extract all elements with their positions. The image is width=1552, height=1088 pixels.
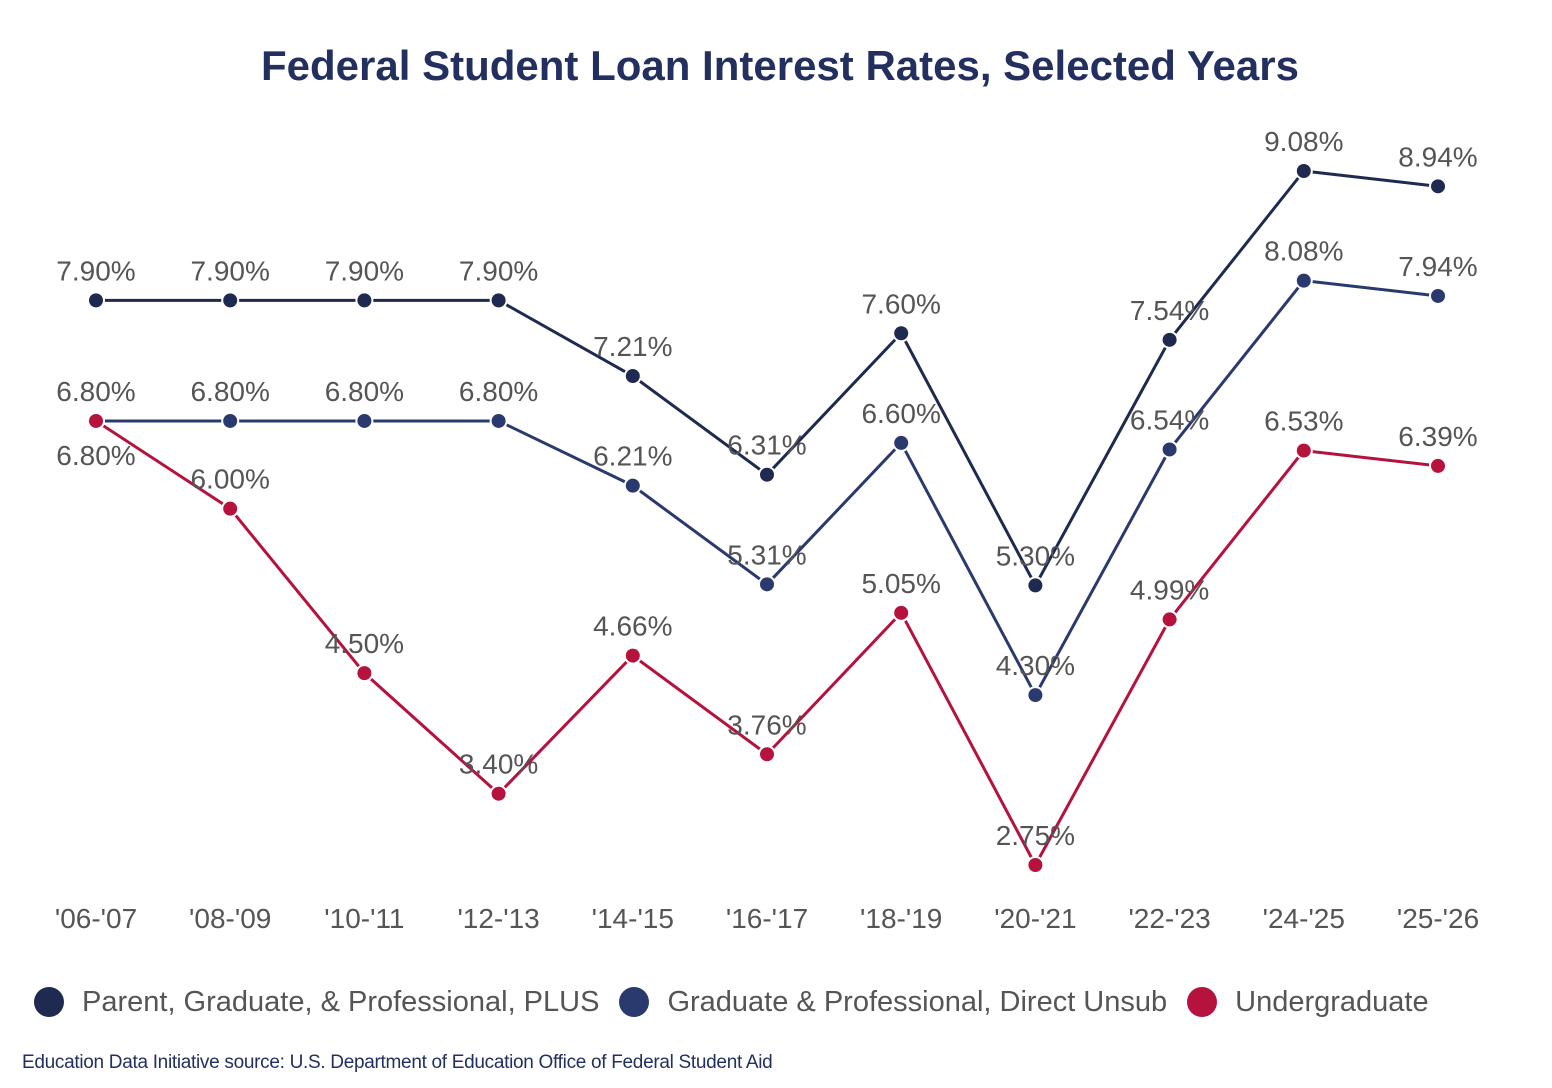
data-point-direct-unsub (1429, 286, 1447, 305)
data-point-undergraduate (892, 603, 911, 622)
data-point-plus (758, 465, 776, 484)
data-label-undergraduate: 6.53% (1264, 406, 1343, 437)
data-point-undergraduate (758, 745, 776, 764)
data-label-plus: 7.90% (325, 255, 404, 286)
legend: Parent, Graduate, & Professional, PLUS G… (34, 982, 1449, 1022)
x-tick-label: '08-'09 (189, 903, 271, 934)
data-label-plus: 9.08% (1264, 126, 1343, 157)
data-label-plus: 7.90% (56, 255, 135, 286)
data-point-undergraduate (221, 499, 240, 518)
data-point-plus (892, 324, 911, 343)
data-label-direct-unsub: 6.21% (593, 441, 672, 472)
x-tick-label: '24-'25 (1263, 903, 1345, 934)
data-label-undergraduate: 4.66% (593, 611, 672, 642)
series-line-direct-unsub (96, 279, 1439, 697)
legend-label-undergraduate: Undergraduate (1235, 985, 1429, 1018)
data-label-undergraduate: 6.00% (190, 464, 269, 495)
x-tick-label: '12-'13 (457, 903, 539, 934)
data-label-direct-unsub: 6.80% (56, 376, 135, 407)
x-axis-ticks: '06-'07 '08-'09 '10-'11 '12-'13 '14-'15 '16-'… (55, 903, 1479, 934)
data-point-direct-unsub (1160, 440, 1179, 459)
x-tick-label: '06-'07 (55, 903, 137, 934)
x-tick-label: '22-'23 (1128, 903, 1210, 934)
data-label-direct-unsub: 5.31% (727, 539, 806, 570)
data-labels: 7.90% 7.90% 7.90% 7.90% 7.21% 6.31% 7.60% 5.30%… (56, 126, 1477, 851)
legend-item-plus: Parent, Graduate, & Professional, PLUS (34, 986, 599, 1019)
data-label-plus: 8.94% (1398, 141, 1477, 172)
data-label-direct-unsub: 7.94% (1398, 251, 1477, 282)
data-point-direct-unsub (221, 411, 240, 430)
data-point-undergraduate (1160, 610, 1179, 629)
data-label-plus: 7.60% (861, 288, 940, 319)
data-point-undergraduate (1026, 856, 1045, 874)
x-tick-label: '10-'11 (324, 903, 404, 934)
data-point-direct-unsub (355, 411, 374, 430)
legend-marker-direct-unsub (619, 987, 650, 1017)
x-tick-label: '16-'17 (726, 903, 808, 934)
data-label-direct-unsub: 6.80% (325, 376, 404, 407)
data-point-plus (489, 291, 508, 310)
series-points (87, 162, 1447, 874)
data-label-undergraduate: 3.76% (727, 709, 806, 740)
data-point-direct-unsub (892, 433, 911, 452)
data-point-plus (1429, 177, 1447, 196)
data-point-direct-unsub (623, 476, 642, 495)
legend-label-plus: Parent, Graduate, & Professional, PLUS (82, 985, 600, 1018)
data-label-plus: 7.21% (593, 331, 672, 362)
source-note: Education Data Initiative source: U.S. D… (22, 1052, 773, 1073)
x-tick-label: '18-'19 (860, 903, 942, 934)
data-point-direct-unsub (1294, 271, 1313, 290)
data-label-undergraduate: 2.75% (996, 820, 1075, 851)
data-point-direct-unsub (1026, 686, 1045, 705)
legend-label-direct-unsub: Graduate & Professional, Direct Unsub (667, 985, 1168, 1018)
x-tick-label: '20-'21 (994, 903, 1076, 934)
data-label-direct-unsub: 6.54% (1130, 404, 1209, 435)
data-point-plus (1294, 162, 1313, 180)
data-label-direct-unsub: 4.30% (996, 650, 1075, 681)
data-label-direct-unsub: 8.08% (1264, 236, 1343, 267)
data-label-plus: 7.90% (459, 255, 538, 286)
series-line-plus (96, 169, 1439, 587)
data-point-plus (355, 291, 374, 310)
data-label-direct-unsub: 6.80% (459, 376, 538, 407)
data-label-undergraduate: 4.50% (325, 628, 404, 659)
data-point-direct-unsub (758, 575, 776, 594)
data-label-undergraduate: 5.05% (861, 568, 940, 599)
data-label-direct-unsub: 6.80% (190, 376, 269, 407)
data-point-plus (1026, 576, 1045, 595)
chart-title: Federal Student Loan Interest Rates, Sel… (261, 42, 1299, 89)
data-label-plus: 5.30% (996, 540, 1075, 571)
data-label-undergraduate: 4.99% (1130, 574, 1209, 605)
data-point-undergraduate (87, 411, 105, 430)
series-line-undergraduate (95, 419, 1439, 867)
data-point-direct-unsub (489, 411, 508, 430)
data-label-plus: 6.31% (727, 430, 806, 461)
data-label-undergraduate: 3.40% (459, 749, 538, 780)
data-label-plus: 7.90% (190, 255, 269, 286)
data-point-undergraduate (1294, 441, 1313, 460)
legend-marker-plus (34, 987, 64, 1017)
legend-item-undergraduate: Undergraduate (1187, 985, 1429, 1019)
data-point-plus (221, 291, 240, 310)
data-point-undergraduate (355, 664, 374, 683)
legend-marker-undergraduate (1187, 987, 1218, 1017)
x-tick-label: '25-'26 (1397, 903, 1479, 934)
legend-item-direct-unsub: Graduate & Professional, Direct Unsub (619, 986, 1167, 1019)
x-tick-label: '14-'15 (592, 903, 674, 934)
data-point-plus (1160, 330, 1179, 349)
data-label-direct-unsub: 6.60% (861, 398, 940, 429)
data-label-plus: 7.54% (1130, 295, 1209, 326)
data-point-plus (87, 291, 105, 310)
data-point-undergraduate (489, 784, 508, 803)
data-point-plus (623, 367, 642, 386)
data-point-undergraduate (1429, 456, 1447, 475)
data-label-undergraduate: 6.80% (56, 440, 135, 471)
data-point-undergraduate (623, 646, 642, 665)
data-label-undergraduate: 6.39% (1398, 421, 1477, 452)
